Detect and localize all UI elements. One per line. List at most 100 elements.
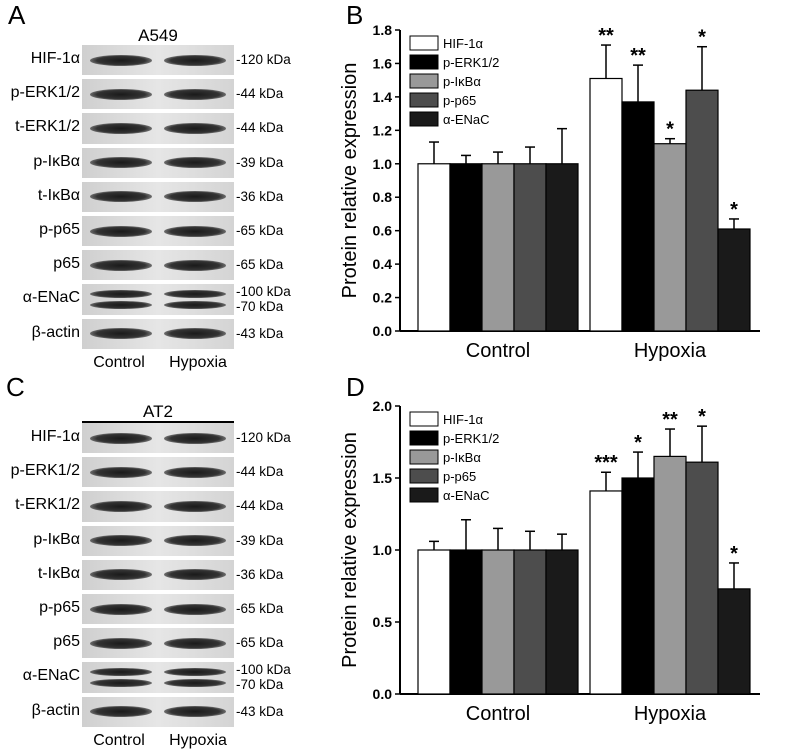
bar-chart-b: 0.0 0.2 0.4 0.6 0.8 1.0 1.2 1.4 1.6 1.8 Protein re… [339, 22, 760, 362]
legend-swatch [409, 487, 439, 503]
protein-band [90, 603, 152, 615]
y-tick-label: 0.0 [373, 323, 393, 339]
protein-band [90, 569, 152, 581]
bar [621, 101, 655, 332]
protein-band [164, 300, 226, 309]
protein-band [90, 500, 152, 512]
legend-label: p-ERK1/2 [443, 55, 499, 70]
bar [481, 163, 515, 332]
blot-strip [82, 594, 234, 625]
y-tick-label: 0.4 [373, 256, 393, 272]
molecular-weight-label: -120 kDa [236, 52, 291, 67]
legend-label: p-ERK1/2 [443, 431, 499, 446]
legend-swatch [409, 111, 439, 127]
y-tick-label: 1.2 [373, 122, 393, 138]
molecular-weight-label: -44 kDa [236, 120, 284, 136]
molecular-weight-label: -44 kDa [236, 498, 284, 514]
protein-band [164, 432, 226, 444]
blot-row-label: p-IκBα [33, 152, 80, 170]
molecular-weight-label: -120 kDa [236, 430, 291, 445]
protein-band [90, 637, 152, 649]
protein-band [90, 157, 152, 169]
bar [513, 163, 547, 332]
protein-band [164, 678, 226, 687]
significance-marker: ** [598, 25, 614, 47]
x-category-label: Hypoxia [634, 340, 707, 362]
x-category-label: Hypoxia [634, 703, 707, 725]
molecular-weight-label: -44 kDa [236, 86, 284, 102]
blot-strip [82, 216, 234, 247]
protein-band [90, 466, 152, 478]
molecular-weight-label: -65 kDa [236, 257, 284, 273]
legend-swatch [409, 468, 439, 484]
x-category-label: Control [466, 703, 530, 725]
bar-chart-d: 0.0 0.5 1.0 1.5 2.0 Protein relative expressi… [339, 398, 760, 725]
blot-strip [82, 45, 234, 76]
y-tick-label: 0.0 [373, 686, 393, 702]
protein-band [164, 290, 226, 299]
bar [545, 549, 579, 695]
blot-strip [82, 628, 234, 659]
y-axis-label: Protein relative expression [339, 63, 361, 299]
blot-row-label: p-IκBα [33, 530, 80, 548]
molecular-weight-label: -65 kDa [236, 601, 284, 616]
blot-row-label: p-ERK1/2 [10, 84, 80, 102]
bar [653, 143, 687, 332]
legend-swatch [409, 73, 439, 89]
bar [449, 549, 483, 695]
legend-label: p-p65 [443, 469, 476, 484]
protein-band [164, 191, 226, 203]
legend-label: HIF-1α [443, 412, 484, 427]
cell-line-rule [82, 421, 234, 423]
y-tick-label: 0.6 [373, 223, 393, 239]
blot-strip [82, 457, 234, 488]
x-category-label: Control [466, 340, 530, 362]
blot-row-label: α-ENaC [22, 289, 80, 307]
lane-label: Control [93, 353, 145, 371]
blot-strip [82, 250, 234, 281]
blot-row-label: t-IκBα [37, 564, 80, 582]
protein-band [90, 706, 152, 718]
y-tick-label: 0.5 [373, 614, 393, 630]
legend-swatch [409, 35, 439, 51]
significance-marker: * [666, 119, 674, 141]
y-tick-label: 0.8 [373, 189, 393, 205]
bar [717, 228, 751, 332]
molecular-weight-label: -43 kDa [236, 703, 284, 719]
protein-band [90, 432, 152, 444]
y-axis-label: Protein relative expression [339, 432, 361, 668]
blot-row-label: β-actin [31, 701, 80, 719]
bar [513, 549, 547, 695]
molecular-weight-label: -65 kDa [236, 223, 284, 238]
significance-marker: ** [630, 45, 646, 67]
blot-strip [82, 79, 234, 110]
legend-swatch [409, 92, 439, 108]
blot-row-label: p65 [53, 633, 80, 651]
blot-strip [82, 318, 234, 349]
blot-row-label: HIF-1α [30, 428, 80, 445]
blot-row-label: t-ERK1/2 [15, 496, 80, 514]
panel-letter-d: D [346, 372, 365, 402]
cell-line-title: AT2 [143, 402, 173, 421]
molecular-weight-label: -100 kDa -70 kDa [236, 284, 291, 315]
significance-marker: * [698, 27, 706, 49]
blot-strip [82, 181, 234, 212]
panel-letter-b: B [346, 0, 364, 30]
y-tick-label: 1.4 [373, 89, 393, 105]
protein-band [164, 259, 226, 271]
protein-band [164, 122, 226, 134]
blot-strip [82, 284, 234, 315]
protein-band [90, 668, 152, 677]
y-tick-label: 1.5 [373, 470, 393, 486]
bar [653, 455, 687, 695]
blot-row-label: p-p65 [39, 599, 80, 616]
protein-band [164, 157, 226, 169]
y-tick-label: 1.6 [373, 55, 393, 71]
significance-marker: * [698, 406, 706, 428]
panel-letter-a: A [8, 0, 26, 30]
protein-band [164, 54, 226, 66]
protein-band [164, 328, 226, 340]
blot-strip [82, 491, 234, 522]
protein-band [164, 225, 226, 237]
significance-marker: * [730, 199, 738, 221]
